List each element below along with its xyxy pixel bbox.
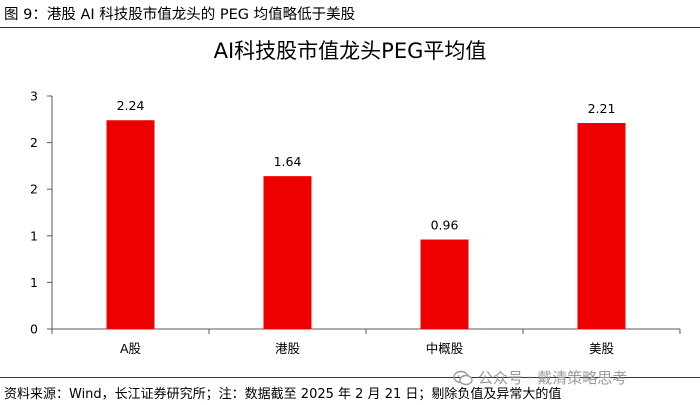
bottom-divider — [0, 377, 700, 378]
source-note: 资料来源：Wind，长江证券研究所；注：数据截至 2025 年 2 月 21 日… — [4, 387, 562, 402]
watermark-text: 公众号 · 戴清策略思考 — [478, 369, 628, 387]
y-tick-label: 0 — [30, 322, 38, 337]
y-tick-label: 2 — [30, 182, 38, 197]
y-tick-label: 3 — [30, 89, 38, 104]
data-label: 2.21 — [588, 101, 616, 116]
chart-axes: 0 1 1 2 2 3 A股 港股 中概股 美股 — [30, 89, 681, 356]
data-label: 0.96 — [431, 218, 459, 233]
x-tick-label: 中概股 — [426, 341, 464, 356]
wechat-icon — [453, 370, 473, 386]
bar — [263, 176, 312, 329]
data-label: 1.64 — [274, 154, 302, 169]
y-tick-label: 1 — [30, 228, 38, 243]
figure-title: 图 9：港股 AI 科技股市值龙头的 PEG 均值略低于美股 — [4, 7, 356, 23]
top-divider — [0, 27, 700, 28]
chart-bars: 2.24 1.64 0.96 2.21 — [106, 98, 626, 330]
y-tick-label: 2 — [30, 135, 38, 150]
chart-title: AI科技股市值龙头PEG平均值 — [214, 39, 487, 63]
watermark: 公众号 · 戴清策略思考 — [453, 367, 627, 388]
bar — [106, 120, 155, 330]
x-tick-label: 美股 — [589, 341, 615, 356]
data-label: 2.24 — [117, 98, 145, 113]
bar — [577, 123, 626, 329]
bar-chart: AI科技股市值龙头PEG平均值 0 1 1 2 2 3 A股 港股 中概股 美股 2.24 1.64… — [30, 39, 681, 356]
bar — [420, 239, 469, 329]
x-tick-label: A股 — [120, 341, 142, 356]
x-tick-label: 港股 — [275, 341, 301, 356]
y-tick-label: 1 — [30, 275, 38, 290]
